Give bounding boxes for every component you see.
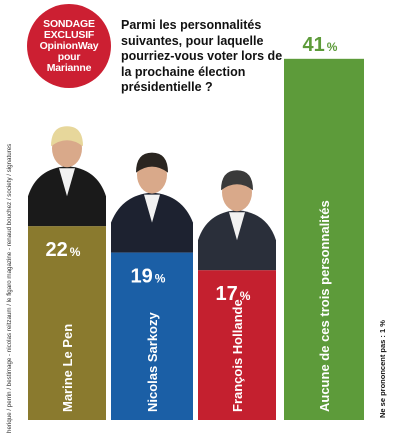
bar-aucune bbox=[284, 58, 364, 421]
category-label-hollande: François Hollande bbox=[230, 299, 245, 412]
value-label-sarkozy: 19% bbox=[131, 266, 166, 288]
badge-line-3: OpinionWay bbox=[39, 39, 99, 52]
category-label-aucune: Aucune de ces trois personnalités bbox=[317, 200, 332, 412]
no-opinion-note-text: Ne se prononcent pas : 1 % bbox=[378, 320, 387, 418]
photo-shirt-hollande bbox=[229, 212, 245, 241]
badge-line-4: pour bbox=[57, 50, 81, 63]
photo-hair-sarkozy bbox=[136, 152, 168, 173]
category-label-sarkozy: Nicolas Sarkozy bbox=[145, 312, 160, 412]
photo-shirt-le-pen bbox=[59, 168, 75, 197]
bar-hollande bbox=[198, 270, 276, 420]
candidate-photos bbox=[28, 126, 276, 271]
bar-le-pen bbox=[28, 226, 106, 420]
photo-shirt-sarkozy bbox=[144, 194, 160, 223]
poll-question: Parmi les personnalités suivantes, pour … bbox=[121, 18, 283, 94]
value-label-aucune: 41% bbox=[303, 34, 338, 56]
bars: 22 % Marine Le Pen 19 % Nicolas Sarkozy 17 %Fra… bbox=[28, 34, 364, 421]
badge-line-2: EXCLUSIF bbox=[43, 28, 95, 41]
photo-sarkozy bbox=[111, 152, 193, 253]
value-label-le-pen: 22% bbox=[46, 239, 81, 261]
photo-hollande bbox=[198, 170, 276, 271]
badge-line-1: SONDAGE bbox=[43, 17, 95, 30]
photo-hair-hollande bbox=[221, 170, 253, 191]
no-opinion-note: Ne se prononcent pas : 1 % bbox=[378, 320, 388, 428]
value-label-hollande: 17% bbox=[216, 283, 251, 305]
badge-line-5: Marianne bbox=[46, 61, 92, 74]
bar-sarkozy bbox=[111, 252, 193, 420]
photo-hair-le-pen bbox=[51, 126, 83, 147]
photo-le-pen bbox=[28, 126, 106, 227]
category-label-le-pen: Marine Le Pen bbox=[60, 324, 75, 412]
poll-badge: SONDAGE EXCLUSIF OpinionWay pour Mariann… bbox=[27, 4, 111, 88]
